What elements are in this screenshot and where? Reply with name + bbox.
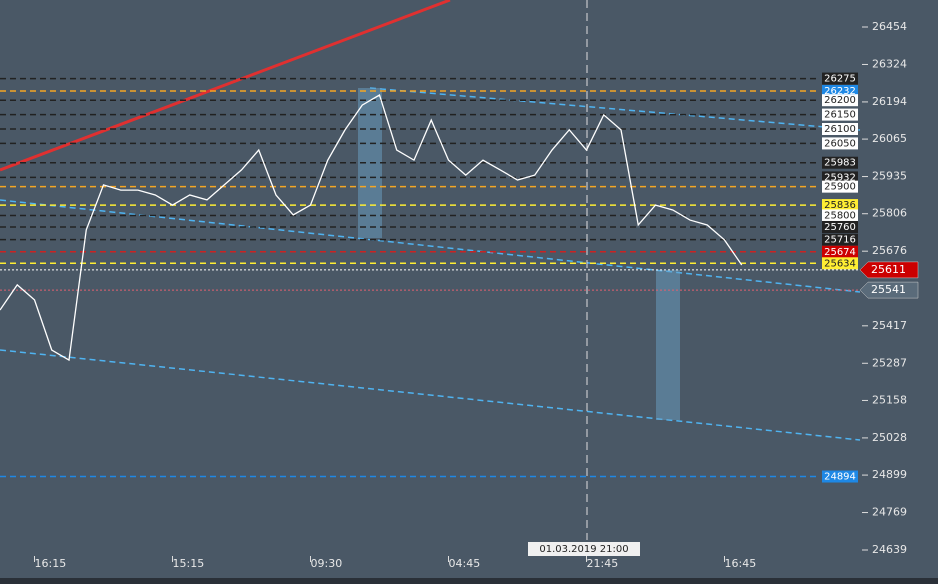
level-label: 26150 [824, 110, 856, 121]
level-box [822, 220, 858, 233]
level-label: 25634 [824, 258, 856, 269]
marker-box [859, 281, 919, 299]
x-tick-label: 16:15 [35, 557, 67, 570]
level-box [822, 84, 858, 97]
y-tick-label: 25417 [872, 319, 907, 332]
crosshair-box [528, 542, 640, 556]
y-tick-label: 26194 [872, 95, 907, 108]
level-box [822, 180, 858, 193]
level-label: 26050 [824, 138, 856, 149]
y-tick-label: 25935 [872, 170, 907, 183]
level-label: 25983 [824, 158, 856, 169]
level-label: 25932 [824, 172, 856, 183]
level-label: 25716 [824, 235, 856, 246]
level-label: 25674 [824, 247, 856, 258]
level-box [822, 257, 858, 270]
level-box [822, 199, 858, 212]
marker-box [859, 261, 919, 279]
level-box [822, 233, 858, 246]
range-box [656, 270, 680, 420]
level-box [822, 470, 858, 483]
trend-line [0, 349, 861, 441]
x-tick-label: 16:45 [725, 557, 757, 570]
y-tick-label: 25287 [872, 356, 907, 369]
level-box [822, 72, 858, 85]
x-tick-label: 04:45 [449, 557, 481, 570]
level-label: 24894 [824, 472, 856, 483]
level-box [822, 137, 858, 150]
trend-line [369, 87, 861, 131]
y-tick-label: 24899 [872, 468, 907, 481]
level-box [822, 171, 858, 184]
price-line [0, 94, 743, 362]
y-tick-label: 25806 [872, 207, 907, 220]
x-tick-label: 09:30 [311, 557, 343, 570]
y-tick-label: 25158 [872, 393, 907, 406]
level-box [822, 245, 858, 258]
marker-label: 25611 [871, 263, 906, 276]
y-tick-label: 26065 [872, 132, 907, 145]
crosshair-label: 01.03.2019 21:00 [539, 544, 628, 555]
y-tick-label: 26454 [872, 20, 907, 33]
marker-label: 25541 [871, 283, 906, 296]
y-tick-label: 24769 [872, 506, 907, 519]
y-tick-label: 25028 [872, 431, 907, 444]
level-box [822, 156, 858, 169]
x-tick-label: 21:45 [587, 557, 619, 570]
trend-line [0, 0, 451, 172]
y-tick-label: 25676 [872, 244, 907, 257]
level-box [822, 94, 858, 107]
level-label: 25836 [824, 200, 856, 211]
bottom-strip [0, 578, 938, 584]
level-box [822, 209, 858, 222]
level-label: 26200 [824, 95, 856, 106]
level-box [822, 108, 858, 121]
y-tick-label: 24639 [872, 543, 907, 556]
level-label: 26232 [824, 86, 856, 97]
level-label: 26100 [824, 124, 856, 135]
y-tick-label: 26324 [872, 57, 907, 70]
level-label: 26275 [824, 74, 856, 85]
level-box [822, 123, 858, 136]
x-tick-label: 15:15 [173, 557, 205, 570]
level-label: 25760 [824, 222, 856, 233]
level-label: 25800 [824, 210, 856, 221]
level-label: 25900 [824, 182, 856, 193]
